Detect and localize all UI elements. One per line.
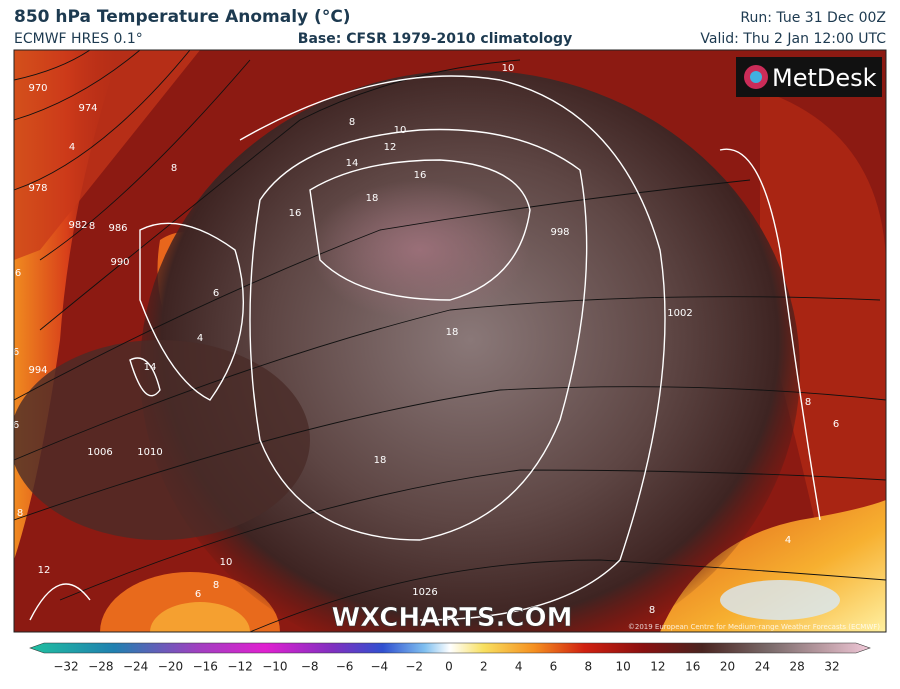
logo-text: MetDesk — [772, 64, 877, 92]
contour-label: 4 — [69, 142, 75, 153]
title: 850 hPa Temperature Anomaly (°C) — [14, 7, 351, 27]
contour-label: 6 — [195, 589, 201, 600]
colorbar-label: 8 — [584, 660, 592, 674]
colorbar-label: −32 — [53, 660, 78, 674]
contour-label: 978 — [28, 183, 47, 194]
contour-label: 16 — [289, 208, 302, 219]
contour-label: 6 — [13, 420, 19, 431]
contour-label: 18 — [366, 193, 379, 204]
contour-label: 8 — [213, 580, 219, 591]
colorbar — [29, 642, 871, 654]
colorbar-label: −2 — [405, 660, 423, 674]
contour-label: 1026 — [412, 587, 437, 598]
colorbar-label: −6 — [336, 660, 354, 674]
contour-label: 10 — [394, 125, 407, 136]
colorbar-label: 6 — [550, 660, 558, 674]
contour-label: 8 — [649, 605, 655, 616]
colorbar-label: −12 — [227, 660, 252, 674]
contour-label: 970 — [28, 83, 47, 94]
base: Base: CFSR 1979-2010 climatology — [298, 31, 572, 47]
contour-label: 1002 — [667, 308, 692, 319]
contour-label: 998 — [550, 227, 569, 238]
contour-label: 6 — [13, 347, 19, 358]
temp-contours — [29, 75, 821, 621]
contour-label: 14 — [144, 362, 157, 373]
contour-label: 974 — [78, 103, 97, 114]
contour-label: 18 — [374, 455, 387, 466]
colorbar-label: 16 — [685, 660, 700, 674]
contour-label: 14 — [346, 158, 359, 169]
colorbar-label: 28 — [790, 660, 805, 674]
copyright: ©2019 European Centre for Medium-range W… — [628, 623, 880, 631]
colorbar-label: −8 — [301, 660, 319, 674]
contour-label: 6 — [15, 268, 21, 279]
contour-label: 8 — [349, 117, 355, 128]
contour-label: 8 — [805, 397, 811, 408]
contour-label: 1006 — [87, 447, 112, 458]
colorbar-label: 20 — [720, 660, 735, 674]
contour-label: 12 — [384, 142, 397, 153]
contour-label: 6 — [213, 288, 219, 299]
colorbar-label: 24 — [755, 660, 770, 674]
contour-label: 4 — [785, 535, 791, 546]
colorbar-label: 2 — [480, 660, 488, 674]
contour-label: 18 — [446, 327, 459, 338]
colorbar-label: 0 — [445, 660, 453, 674]
colorbar-label: −20 — [158, 660, 183, 674]
contour-label: 1010 — [137, 447, 162, 458]
contour-label: 994 — [28, 365, 47, 376]
contour-label: 982 — [68, 220, 87, 231]
contour-label: 8 — [89, 221, 95, 232]
contour-label: 986 — [108, 223, 127, 234]
contour-label: 8 — [171, 163, 177, 174]
colorbar-label: −10 — [262, 660, 287, 674]
contour-label: 16 — [414, 170, 427, 181]
model: ECMWF HRES 0.1° — [14, 31, 143, 47]
colorbar-label: 12 — [650, 660, 665, 674]
contour-label: 990 — [110, 257, 129, 268]
contour-label: 6 — [833, 419, 839, 430]
isobars — [14, 50, 886, 632]
contour-label: 10 — [502, 63, 515, 74]
run: Run: Tue 31 Dec 00Z — [740, 10, 886, 26]
valid: Valid: Thu 2 Jan 12:00 UTC — [700, 31, 886, 47]
colorbar-label: −16 — [193, 660, 218, 674]
colorbar-label: 32 — [824, 660, 839, 674]
contour-label: 12 — [38, 565, 51, 576]
colorbar-label: 10 — [615, 660, 630, 674]
colorbar-label: 4 — [515, 660, 523, 674]
contour-label: 8 — [17, 508, 23, 519]
contour-label: 10 — [220, 557, 233, 568]
map-frame — [13, 49, 887, 633]
watermark: WXCHARTS.COM — [331, 603, 572, 633]
contour-label: 4 — [197, 333, 203, 344]
logo-icon-inner — [750, 71, 762, 83]
colorbar-label: −24 — [123, 660, 148, 674]
colorbar-label: −4 — [371, 660, 389, 674]
colorbar-label: −28 — [88, 660, 113, 674]
